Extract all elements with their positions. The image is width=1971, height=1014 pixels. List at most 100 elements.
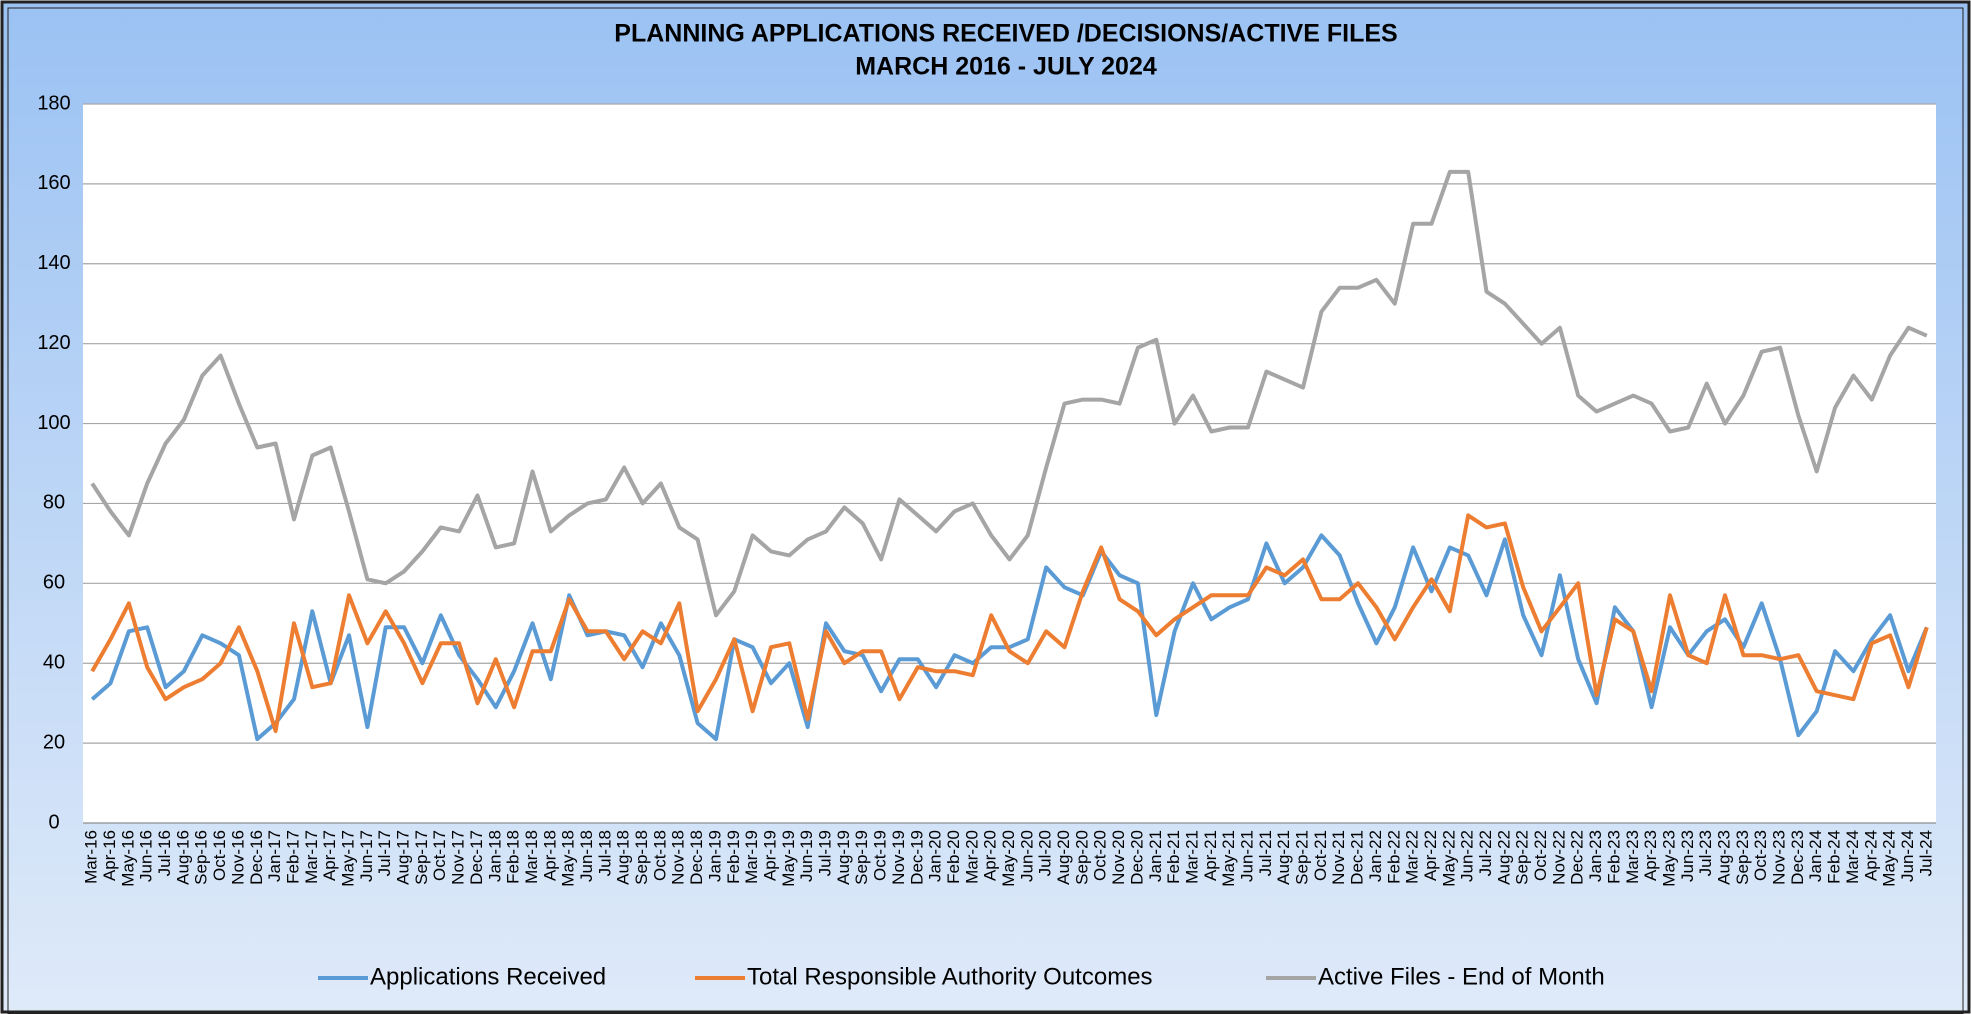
x-tick-label: Jul-17 — [375, 830, 394, 876]
x-tick-label: Jan-23 — [1586, 830, 1605, 882]
x-tick-label: Oct-21 — [1311, 830, 1330, 881]
x-tick-label: Oct-16 — [210, 830, 229, 881]
x-tick-label: Jan-20 — [926, 830, 945, 882]
x-tick-label: Dec-16 — [247, 830, 266, 885]
x-tick-label: Mar-19 — [742, 830, 761, 884]
x-tick-label: Aug-23 — [1714, 830, 1733, 885]
x-tick-label: Sep-18 — [632, 830, 651, 885]
chart-title: PLANNING APPLICATIONS RECEIVED /DECISION… — [614, 20, 1397, 48]
x-tick-label: May-20 — [999, 830, 1018, 887]
x-tick-label: Feb-22 — [1384, 830, 1403, 884]
x-tick-label: Apr-19 — [760, 830, 779, 881]
x-tick-label: Mar-24 — [1843, 830, 1862, 884]
x-tick-label: Apr-16 — [100, 830, 119, 881]
series-line — [90, 169, 1928, 618]
x-tick-label: Feb-24 — [1825, 830, 1844, 884]
y-tick-label: 160 — [37, 172, 70, 194]
x-tick-label: Jul-22 — [1476, 830, 1495, 876]
x-tick-label: Nov-19 — [889, 830, 908, 885]
x-tick-label: Dec-22 — [1568, 830, 1587, 885]
x-tick-label: Jan-17 — [265, 830, 284, 882]
x-tick-label: Apr-20 — [981, 830, 1000, 881]
x-tick-label: Aug-20 — [1054, 830, 1073, 885]
x-tick-label: Dec-18 — [687, 830, 706, 885]
x-tick-label: Jul-16 — [155, 830, 174, 876]
x-tick-label: Nov-17 — [449, 830, 468, 885]
x-tick-label: Jan-19 — [705, 830, 724, 882]
x-tick-label: Jun-16 — [137, 830, 156, 882]
y-tick-label: 0 — [48, 811, 59, 833]
x-tick-label: Sep-21 — [1293, 830, 1312, 885]
x-tick-label: Feb-20 — [944, 830, 963, 884]
y-tick-label: 60 — [43, 572, 65, 594]
x-tick-label: Jun-23 — [1678, 830, 1697, 882]
x-tick-label: Nov-20 — [1109, 830, 1128, 885]
x-tick-label: May-16 — [118, 830, 137, 887]
x-tick-label: Oct-20 — [1091, 830, 1110, 881]
legend-label: Total Responsible Authority Outcomes — [747, 963, 1153, 990]
x-tick-label: May-24 — [1880, 830, 1899, 887]
x-tick-label: Apr-17 — [320, 830, 339, 881]
x-tick-label: Aug-18 — [614, 830, 633, 885]
x-tick-label: Jun-17 — [357, 830, 376, 882]
x-tick-label: Apr-23 — [1641, 830, 1660, 881]
x-tick-label: Oct-19 — [871, 830, 890, 881]
y-tick-label: 120 — [37, 332, 70, 354]
x-tick-label: Feb-19 — [724, 830, 743, 884]
x-tick-label: Jun-24 — [1898, 830, 1917, 882]
x-tick-label: Sep-17 — [412, 830, 431, 885]
x-tick-label: Apr-18 — [540, 830, 559, 881]
x-tick-label: Jun-19 — [797, 830, 816, 882]
x-tick-label: Feb-21 — [1164, 830, 1183, 884]
x-tick-label: Mar-22 — [1403, 830, 1422, 884]
x-tick-label: Jul-21 — [1256, 830, 1275, 876]
x-tick-label: Sep-22 — [1513, 830, 1532, 885]
y-tick-label: 140 — [37, 252, 70, 274]
x-tick-label: Dec-17 — [467, 830, 486, 885]
x-tick-label: Oct-18 — [650, 830, 669, 881]
x-tick-label: Mar-17 — [302, 830, 321, 884]
y-tick-label: 40 — [43, 652, 65, 674]
x-tick-label: Mar-20 — [962, 830, 981, 884]
x-tick-label: Oct-23 — [1751, 830, 1770, 881]
x-tick-label: Oct-22 — [1531, 830, 1550, 881]
chart-frame — [7, 7, 1964, 1014]
x-tick-label: Jul-23 — [1696, 830, 1715, 876]
x-tick-label: Feb-23 — [1604, 830, 1623, 884]
series-line — [90, 513, 1929, 734]
x-tick-label: Jun-22 — [1458, 830, 1477, 882]
x-tick-label: Jul-24 — [1916, 830, 1935, 876]
x-tick-label: Jul-18 — [595, 830, 614, 876]
x-tick-label: Mar-21 — [1182, 830, 1201, 884]
x-tick-label: May-17 — [339, 830, 358, 887]
x-tick-label: Sep-23 — [1733, 830, 1752, 885]
x-tick-label: Sep-16 — [192, 830, 211, 885]
chart-subtitle: MARCH 2016 - JULY 2024 — [855, 53, 1157, 81]
x-tick-label: Apr-21 — [1201, 830, 1220, 881]
x-tick-label: Aug-22 — [1494, 830, 1513, 885]
x-tick-label: Aug-19 — [834, 830, 853, 885]
x-tick-label: Jun-21 — [1237, 830, 1256, 882]
x-tick-label: Jan-24 — [1806, 830, 1825, 882]
x-tick-label: May-19 — [779, 830, 798, 887]
x-tick-label: Jun-18 — [577, 830, 596, 882]
x-tick-label: Nov-21 — [1329, 830, 1348, 885]
x-tick-label: Dec-21 — [1348, 830, 1367, 885]
x-tick-label: Nov-18 — [669, 830, 688, 885]
x-tick-label: Aug-17 — [394, 830, 413, 885]
x-tick-label: Jun-20 — [1017, 830, 1036, 882]
x-tick-label: Jul-20 — [1036, 830, 1055, 876]
x-tick-label: Dec-19 — [907, 830, 926, 885]
x-tick-label: May-18 — [559, 830, 578, 887]
legend-label: Applications Received — [370, 963, 606, 990]
x-tick-label: May-22 — [1439, 830, 1458, 887]
x-tick-label: May-21 — [1219, 830, 1238, 887]
x-tick-label: Feb-17 — [283, 830, 302, 884]
x-tick-label: Sep-19 — [852, 830, 871, 885]
x-tick-label: Mar-18 — [522, 830, 541, 884]
x-tick-label: Aug-21 — [1274, 830, 1293, 885]
x-tick-label: Dec-23 — [1788, 830, 1807, 885]
x-tick-label: Sep-20 — [1072, 830, 1091, 885]
x-tick-label: Jan-21 — [1146, 830, 1165, 882]
